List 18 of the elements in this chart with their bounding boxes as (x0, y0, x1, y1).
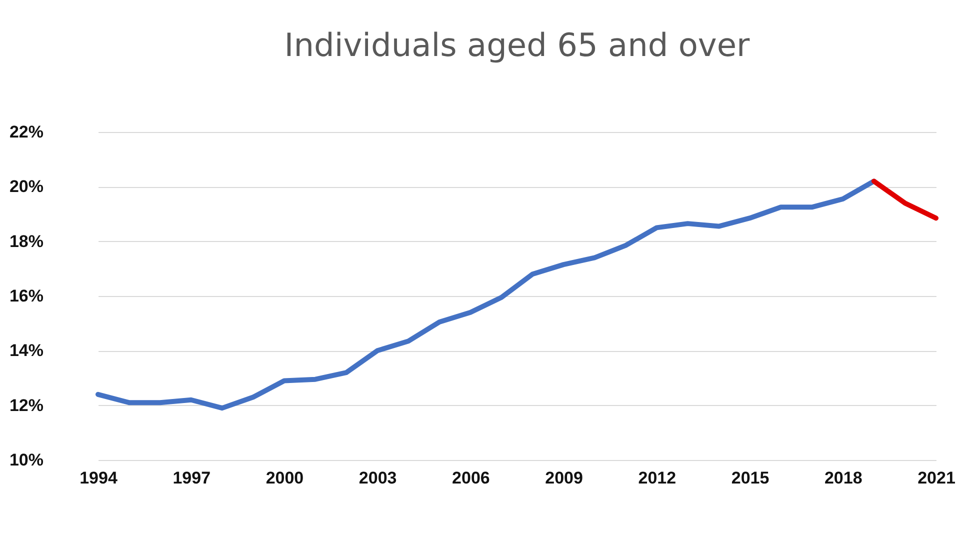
x-tick-label: 2012 (638, 468, 676, 488)
x-tick-label: 1994 (80, 468, 118, 488)
x-tick-label: 2009 (545, 468, 583, 488)
y-tick-label: 10% (9, 450, 44, 470)
x-tick-label: 1997 (172, 468, 211, 488)
y-tick-label: 16% (9, 286, 44, 306)
y-tick-label: 14% (9, 341, 44, 360)
x-tick-label: 2006 (452, 468, 490, 488)
x-tick-label: 2018 (824, 468, 862, 488)
x-tick-label: 2015 (731, 468, 770, 488)
y-tick-label: 18% (9, 232, 44, 251)
x-tick-label: 2021 (918, 468, 956, 488)
y-tick-label: 20% (9, 177, 44, 196)
y-tick-label: 12% (9, 396, 44, 415)
y-tick-label: 22% (9, 122, 44, 142)
chart-title: Individuals aged 65 and over (284, 26, 751, 64)
x-tick-label: 2000 (266, 468, 304, 488)
x-tick-label: 2003 (358, 468, 397, 488)
